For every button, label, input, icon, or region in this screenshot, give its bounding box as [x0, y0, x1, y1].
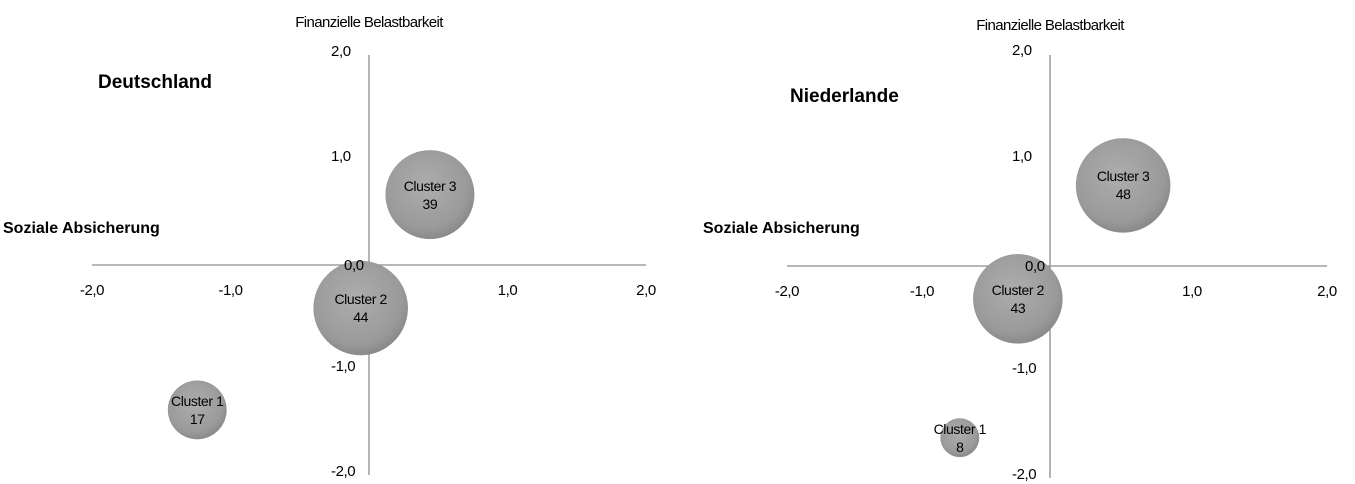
bubble-size-value: 39	[422, 195, 438, 212]
x-tick-label: 2,0	[1317, 283, 1337, 300]
bubble-label-cluster-1: Cluster 1 17	[171, 392, 224, 428]
bubble-cluster-1	[940, 418, 980, 458]
y-axis-title: Finanzielle Belastbarkeit	[976, 17, 1124, 34]
x-tick-label: 1,0	[497, 282, 518, 299]
plot-area	[92, 55, 646, 475]
bubble-label-cluster-2: Cluster 2 43	[991, 281, 1045, 317]
chart-niederlande: Niederlande Finanzielle Belastbarkeit Sozi…	[680, 0, 1355, 484]
x-tick-label: -2,0	[79, 282, 105, 299]
bubble-name: Cluster 2	[991, 281, 1045, 298]
y-tick-label: 2,0	[331, 43, 351, 60]
x-axis-title: Soziale Absicherung	[703, 220, 860, 237]
y-axis-title: Finanzielle Belastbarkeit	[295, 14, 443, 31]
x-tick-label: 0,0	[344, 257, 364, 274]
bubble-label-cluster-3: Cluster 3 48	[1096, 167, 1150, 203]
bubble-cluster-2	[973, 254, 1063, 344]
bubble-size-value: 44	[353, 309, 369, 326]
y-tick-label: -2,0	[1012, 466, 1037, 483]
bubble-name: Cluster 3	[403, 177, 457, 194]
y-tick-label: -1,0	[1012, 360, 1037, 377]
bubble-name: Cluster 2	[334, 291, 387, 308]
bubble-size-value: 17	[189, 410, 205, 427]
bubble-name: Cluster 3	[1096, 168, 1150, 185]
chart-title: Niederlande	[790, 86, 899, 107]
bubble-size-value: 43	[1010, 299, 1026, 316]
y-tick-label: -1,0	[331, 358, 356, 375]
bubble-label-cluster-2: Cluster 2 44	[334, 290, 387, 326]
x-tick-label: -1,0	[218, 282, 243, 299]
plot-area	[787, 55, 1327, 478]
bubble-cluster-2	[313, 260, 408, 356]
chart-deutschland: Deutschland Finanzielle Belastbarkeit Sozi…	[0, 0, 675, 484]
y-tick-label: -2,0	[331, 463, 356, 480]
x-tick-label: 2,0	[636, 282, 656, 299]
y-tick-label: 2,0	[1012, 42, 1032, 59]
bubble-size-value: 48	[1115, 186, 1131, 203]
bubble-name: Cluster 1	[171, 392, 224, 409]
x-tick-label: 0,0	[1025, 258, 1045, 275]
x-tick-label: -1,0	[909, 283, 935, 300]
y-tick-label: 1,0	[331, 148, 351, 165]
bubble-size-value: 8	[956, 438, 964, 455]
x-tick-label: 1,0	[1182, 283, 1202, 300]
x-axis-title: Soziale Absicherung	[3, 220, 160, 237]
x-tick-label: -2,0	[774, 283, 800, 300]
chart-title: Deutschland	[98, 72, 213, 93]
bubble-name: Cluster 1	[933, 420, 987, 437]
y-tick-label: 1,0	[1012, 148, 1032, 165]
bubble-cluster-3	[1075, 138, 1171, 233]
bubble-cluster-1	[167, 380, 227, 440]
bubble-label-cluster-3: Cluster 3 39	[403, 177, 457, 213]
bubble-cluster-3	[385, 150, 475, 240]
